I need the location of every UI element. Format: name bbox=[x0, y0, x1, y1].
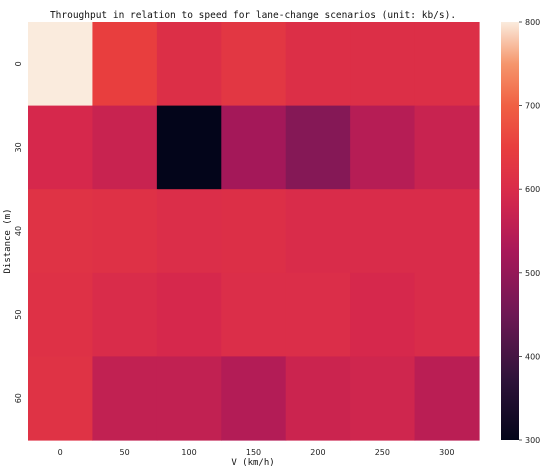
heatmap-cell bbox=[414, 356, 480, 441]
heatmap-cell bbox=[414, 189, 480, 274]
x-tick-label: 300 bbox=[439, 448, 454, 457]
colorbar-tick-label: 400 bbox=[525, 352, 540, 361]
heatmap-cell bbox=[92, 272, 158, 357]
heatmap-cell bbox=[350, 189, 416, 274]
colorbar-tick-label: 600 bbox=[525, 185, 540, 194]
x-axis-label: V (km/h) bbox=[231, 458, 274, 468]
heatmap-cell bbox=[92, 22, 158, 107]
x-tick-labels: 0 50 100 150 200 250 300 bbox=[58, 448, 455, 457]
heatmap-cells bbox=[28, 22, 480, 441]
heatmap-cell bbox=[285, 356, 351, 441]
y-tick-labels: 0 30 40 50 60 bbox=[14, 61, 23, 403]
heatmap-cell bbox=[92, 189, 158, 274]
heatmap-cell bbox=[414, 22, 480, 107]
heatmap-cell bbox=[156, 22, 222, 107]
heatmap-cell bbox=[92, 356, 158, 441]
colorbar-tick-label: 300 bbox=[525, 436, 540, 445]
heatmap-cell bbox=[156, 189, 222, 274]
x-tick-label: 0 bbox=[58, 448, 63, 457]
chart-title: Throughput in relation to speed for lane… bbox=[50, 10, 456, 21]
heatmap-cell bbox=[28, 356, 94, 441]
y-tick-label: 60 bbox=[14, 393, 23, 403]
heatmap-cell bbox=[28, 189, 94, 274]
heatmap-cell bbox=[285, 22, 351, 107]
heatmap-cell bbox=[221, 22, 287, 107]
heatmap-cell bbox=[285, 272, 351, 357]
colorbar-tick-label: 800 bbox=[525, 18, 540, 27]
heatmap-cell bbox=[350, 272, 416, 357]
x-tick-label: 200 bbox=[310, 448, 325, 457]
heatmap-cell bbox=[221, 272, 287, 357]
heatmap-cell bbox=[28, 105, 94, 190]
heatmap-cell bbox=[285, 105, 351, 190]
heatmap-cell bbox=[350, 356, 416, 441]
heatmap-cell bbox=[414, 105, 480, 190]
y-tick-label: 30 bbox=[14, 142, 23, 152]
heatmap-cell bbox=[156, 272, 222, 357]
heatmap-cell bbox=[414, 272, 480, 357]
y-tick-label: 0 bbox=[14, 61, 23, 66]
x-tick-label: 50 bbox=[120, 448, 130, 457]
heatmap-cell bbox=[221, 105, 287, 190]
colorbar-tick-label: 700 bbox=[525, 102, 540, 111]
colorbar bbox=[501, 22, 519, 440]
heatmap-cell bbox=[221, 356, 287, 441]
heatmap-cell bbox=[156, 105, 222, 190]
heatmap-cell bbox=[28, 22, 94, 107]
y-axis-label: Distance (m) bbox=[3, 208, 13, 273]
colorbar-tick-label: 500 bbox=[525, 269, 540, 278]
y-tick-label: 50 bbox=[14, 310, 23, 320]
heatmap-cell bbox=[350, 22, 416, 107]
heatmap-cell bbox=[350, 105, 416, 190]
x-tick-label: 100 bbox=[181, 448, 196, 457]
heatmap-cell bbox=[156, 356, 222, 441]
heatmap-cell bbox=[221, 189, 287, 274]
x-tick-label: 250 bbox=[375, 448, 390, 457]
heatmap-cell bbox=[92, 105, 158, 190]
y-tick-label: 40 bbox=[14, 226, 23, 236]
x-tick-label: 150 bbox=[246, 448, 261, 457]
heatmap-cell bbox=[285, 189, 351, 274]
colorbar-tick-labels: 300 400 500 600 700 800 bbox=[519, 18, 540, 445]
heatmap-cell bbox=[28, 272, 94, 357]
